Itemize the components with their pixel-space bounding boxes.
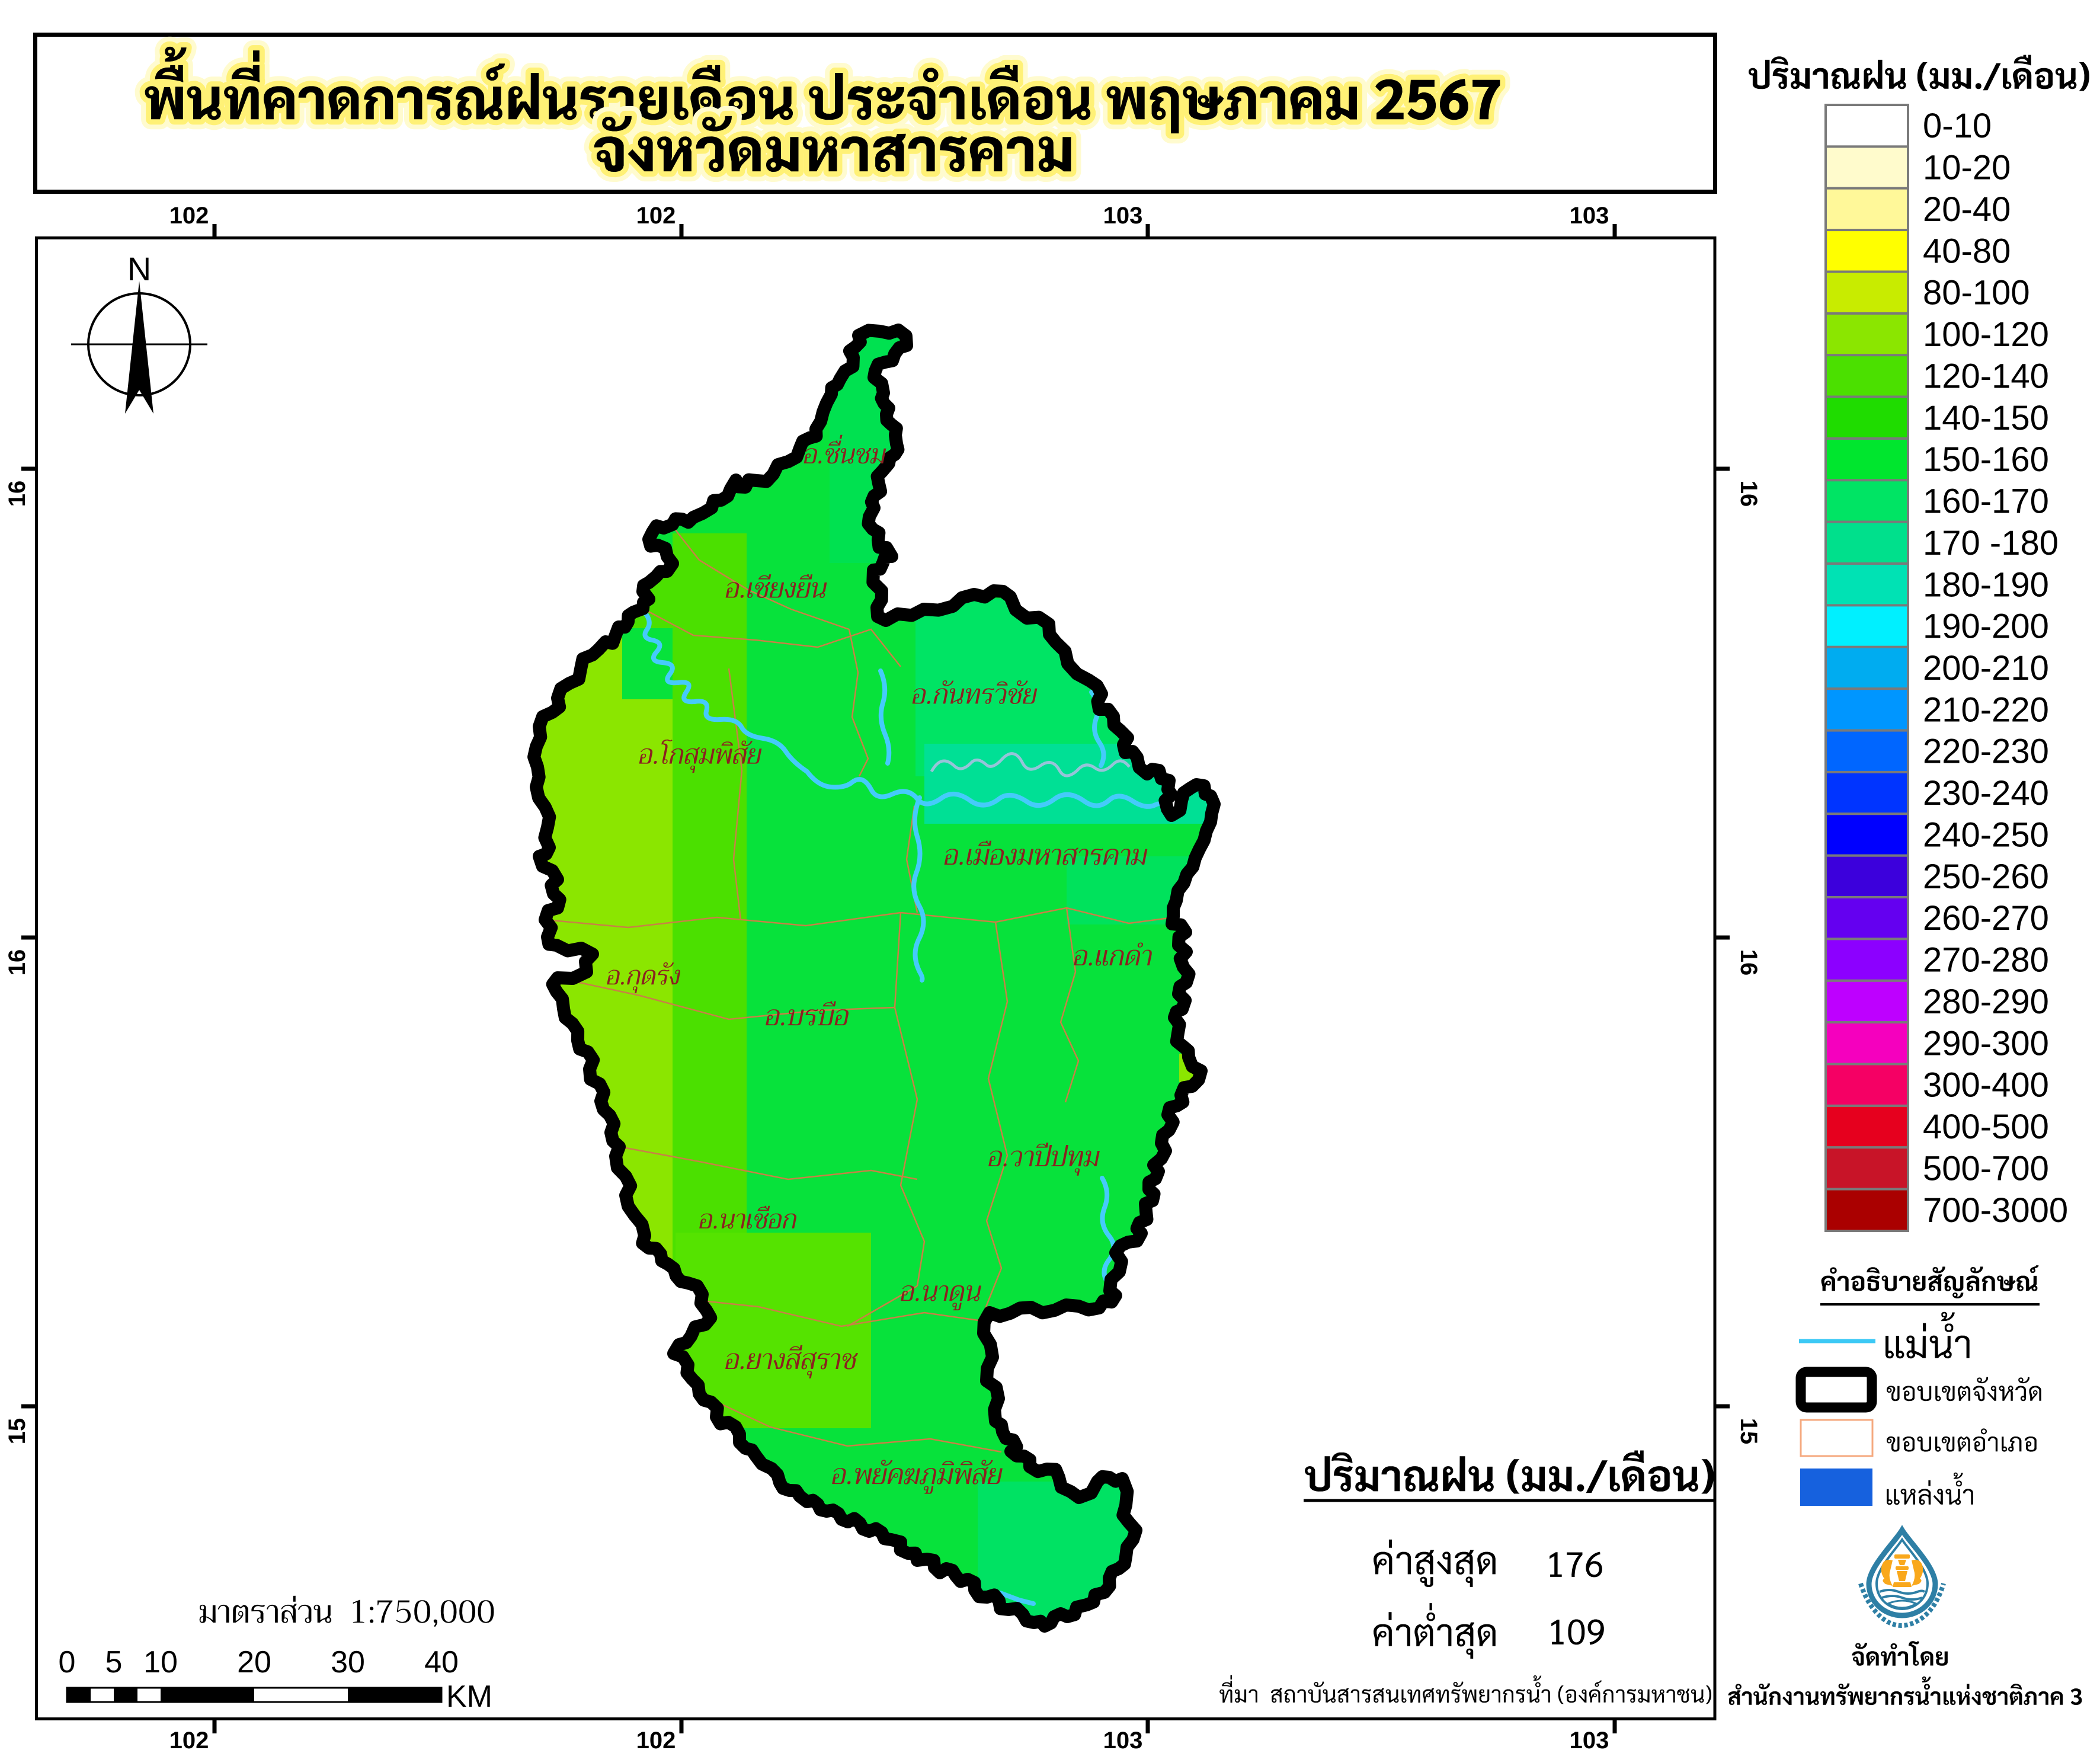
- svg-text:100-120: 100-120: [1923, 315, 2049, 354]
- svg-text:10: 10: [143, 1645, 178, 1679]
- svg-text:220-230: 220-230: [1923, 732, 2049, 771]
- svg-text:140-150: 140-150: [1923, 399, 2049, 437]
- svg-text:400-500: 400-500: [1923, 1108, 2049, 1146]
- svg-text:16: 16: [1736, 949, 1762, 976]
- svg-text:103: 103: [1570, 203, 1609, 229]
- svg-text:170 -180: 170 -180: [1923, 524, 2059, 562]
- svg-text:80-100: 80-100: [1923, 274, 2030, 312]
- svg-text:120-140: 120-140: [1923, 357, 2049, 395]
- svg-text:102: 102: [636, 203, 676, 229]
- svg-text:280-290: 280-290: [1923, 983, 2049, 1021]
- svg-text:15: 15: [4, 1418, 30, 1445]
- svg-text:20: 20: [237, 1645, 271, 1679]
- svg-text:KM: KM: [446, 1679, 492, 1714]
- svg-text:240-250: 240-250: [1923, 816, 2049, 855]
- svg-text:16: 16: [1736, 481, 1762, 507]
- svg-text:103: 103: [1103, 1727, 1143, 1750]
- svg-text:230-240: 230-240: [1923, 774, 2049, 812]
- svg-text:103: 103: [1103, 203, 1143, 229]
- svg-text:500-700: 500-700: [1923, 1149, 2049, 1188]
- svg-text:0-10: 0-10: [1923, 107, 1992, 145]
- svg-text:20-40: 20-40: [1923, 190, 2011, 229]
- svg-text:700-3000: 700-3000: [1923, 1191, 2068, 1230]
- svg-text:N: N: [127, 250, 151, 287]
- svg-text:102: 102: [636, 1727, 676, 1750]
- svg-text:102: 102: [169, 203, 209, 229]
- svg-text:5: 5: [105, 1645, 123, 1679]
- svg-text:270-280: 270-280: [1923, 941, 2049, 980]
- svg-text:16: 16: [4, 949, 30, 976]
- svg-text:150-160: 150-160: [1923, 440, 2049, 479]
- svg-text:210-220: 210-220: [1923, 690, 2049, 729]
- svg-text:15: 15: [1736, 1418, 1762, 1445]
- svg-text:300-400: 300-400: [1923, 1066, 2049, 1105]
- svg-text:290-300: 290-300: [1923, 1024, 2049, 1063]
- svg-text:30: 30: [331, 1645, 365, 1679]
- svg-text:102: 102: [169, 1727, 209, 1750]
- svg-text:200-210: 200-210: [1923, 649, 2049, 687]
- svg-text:180-190: 180-190: [1923, 565, 2049, 604]
- svg-text:10-20: 10-20: [1923, 149, 2011, 187]
- svg-text:103: 103: [1570, 1727, 1609, 1750]
- svg-text:250-260: 250-260: [1923, 858, 2049, 896]
- svg-text:160-170: 160-170: [1923, 482, 2049, 521]
- svg-text:0: 0: [59, 1645, 76, 1679]
- svg-text:40: 40: [424, 1645, 459, 1679]
- svg-text:16: 16: [4, 481, 30, 507]
- svg-text:190-200: 190-200: [1923, 607, 2049, 646]
- svg-text:40-80: 40-80: [1923, 232, 2011, 270]
- svg-text:260-270: 260-270: [1923, 899, 2049, 938]
